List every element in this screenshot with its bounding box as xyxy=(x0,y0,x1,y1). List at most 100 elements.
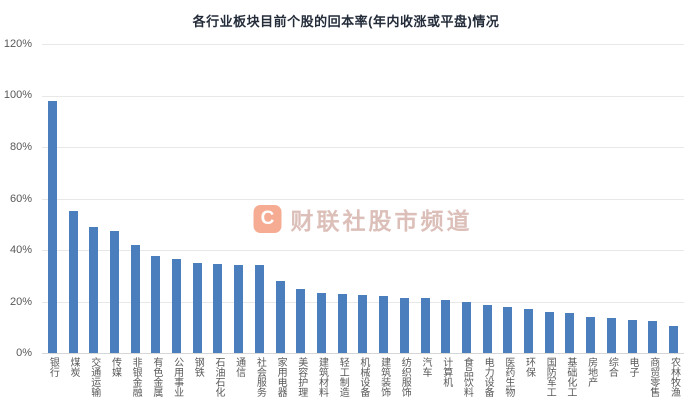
bar-column xyxy=(332,44,353,353)
x-axis-label: 社会服务 xyxy=(254,357,266,397)
y-axis-label: 0% xyxy=(16,347,32,359)
x-axis-label: 有色金属 xyxy=(150,357,162,397)
bar xyxy=(130,244,140,353)
bar xyxy=(234,265,244,353)
bar-column xyxy=(166,44,187,353)
x-axis-label: 环保 xyxy=(523,357,535,377)
bar-column xyxy=(125,44,146,353)
x-axis-label-slot: 电力设备 xyxy=(477,357,498,417)
bar xyxy=(68,211,78,353)
x-axis-label: 商贸零售 xyxy=(647,357,659,397)
x-axis-label-slot: 建筑装饰 xyxy=(373,357,394,417)
y-axis-label: 80% xyxy=(9,140,32,153)
x-axis-label: 轻工制造 xyxy=(337,357,349,397)
x-axis-label-slot: 钢铁 xyxy=(187,357,208,417)
y-axis-label: 20% xyxy=(9,295,32,308)
bar xyxy=(254,265,264,353)
bar-column xyxy=(42,44,63,353)
x-axis-label-slot: 基础化工 xyxy=(560,357,581,417)
x-axis-label-slot: 公用事业 xyxy=(166,357,187,417)
x-axis-label-slot: 美容护理 xyxy=(290,357,311,417)
bar xyxy=(296,288,306,353)
bar-column xyxy=(290,44,311,353)
x-axis-label: 煤炭 xyxy=(68,357,80,377)
bar-column xyxy=(497,44,518,353)
x-axis-label: 银行 xyxy=(47,357,59,377)
x-axis-label-slot: 非银金融 xyxy=(125,357,146,417)
x-axis-label-slot: 交通运输 xyxy=(83,357,104,417)
bar xyxy=(275,280,285,353)
bar-column xyxy=(373,44,394,353)
bar xyxy=(420,297,430,353)
gridline xyxy=(42,147,684,148)
bar xyxy=(192,262,202,353)
y-axis-label: 40% xyxy=(9,243,32,256)
bar xyxy=(648,320,658,353)
y-axis-label: 120% xyxy=(3,38,32,50)
x-axis-label-slot: 家用电器 xyxy=(270,357,291,417)
x-axis-label: 传媒 xyxy=(109,357,121,377)
x-axis-label-slot: 汽车 xyxy=(415,357,436,417)
bar xyxy=(544,311,554,353)
bar-column xyxy=(622,44,643,353)
y-axis-label: 60% xyxy=(9,192,32,205)
watermark: C 财联社股市频道 xyxy=(253,202,473,236)
y-axis-label: 100% xyxy=(3,89,32,102)
bar-column xyxy=(187,44,208,353)
plot-area: C 财联社股市频道 xyxy=(42,44,684,354)
watermark-logo-icon: C xyxy=(253,205,282,233)
bar-column xyxy=(249,44,270,353)
bar-column xyxy=(580,44,601,353)
bar xyxy=(482,305,492,353)
bar-column xyxy=(663,44,684,353)
x-axis-label-slot: 有色金属 xyxy=(146,357,167,417)
bar-column xyxy=(394,44,415,353)
x-axis-label-slot: 建筑材料 xyxy=(311,357,332,417)
gridline xyxy=(42,198,684,200)
bar-column xyxy=(642,44,663,353)
x-axis-label: 交通运输 xyxy=(88,357,100,397)
bar xyxy=(441,300,451,353)
x-axis-label-slot: 电子 xyxy=(622,357,643,417)
bar xyxy=(524,309,534,353)
bar xyxy=(379,296,389,353)
x-axis-label: 建筑装饰 xyxy=(378,357,390,397)
bar-column xyxy=(104,44,125,353)
bar xyxy=(668,325,678,353)
bar xyxy=(503,306,513,353)
x-axis-label-slot: 综合 xyxy=(601,357,622,417)
x-axis-label: 公用事业 xyxy=(171,357,183,397)
bar xyxy=(151,256,161,353)
bar-column xyxy=(477,44,498,353)
bar-column xyxy=(63,44,84,353)
bar-column xyxy=(456,44,477,353)
bar xyxy=(109,230,119,353)
bar xyxy=(461,301,471,353)
x-axis-label-slot: 银行 xyxy=(42,357,63,417)
bar-column xyxy=(353,44,374,353)
gridline xyxy=(42,44,684,45)
bar xyxy=(606,318,616,353)
x-axis-label-slot: 传媒 xyxy=(104,357,125,417)
x-axis-label: 基础化工 xyxy=(564,357,576,397)
x-axis-label-slot: 农林牧渔 xyxy=(663,357,684,417)
bar xyxy=(565,313,575,353)
bar-column xyxy=(539,44,560,353)
bar xyxy=(213,264,223,353)
bar xyxy=(47,100,57,353)
x-axis-label: 医药生物 xyxy=(502,357,514,397)
bar-column xyxy=(270,44,291,353)
bar-column xyxy=(228,44,249,353)
x-axis-label-slot: 机械设备 xyxy=(353,357,374,417)
x-axis-label: 家用电器 xyxy=(275,357,287,397)
x-axis-label-slot: 通信 xyxy=(228,357,249,417)
x-axis-label-slot: 食品饮料 xyxy=(456,357,477,417)
x-axis-label: 机械设备 xyxy=(357,357,369,397)
x-axis-label: 建筑材料 xyxy=(316,357,328,397)
x-axis-label: 国防军工 xyxy=(544,357,556,397)
x-axis-label: 汽车 xyxy=(420,357,431,377)
x-axis-label-slot: 石油石化 xyxy=(208,357,229,417)
watermark-text: 财联社股市频道 xyxy=(290,208,473,234)
x-axis-label: 电力设备 xyxy=(482,357,494,397)
